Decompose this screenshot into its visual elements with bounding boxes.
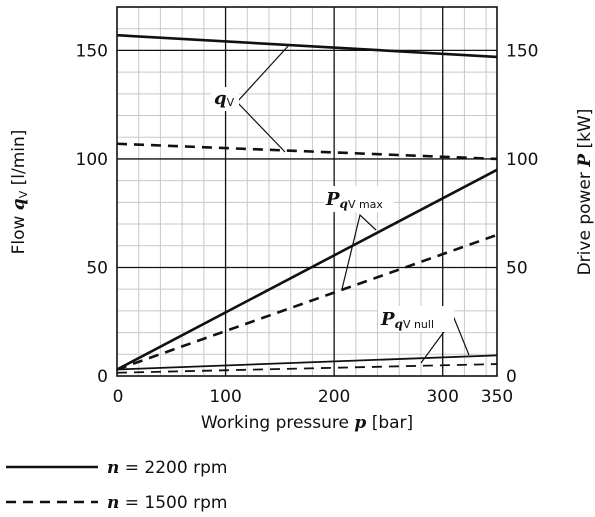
grid-minor bbox=[117, 7, 497, 376]
series-line-2 bbox=[116, 168, 498, 371]
annotation-pmax-bg bbox=[324, 186, 394, 212]
x-tick-label: 200 bbox=[318, 387, 350, 407]
x-tick-label: 100 bbox=[209, 387, 241, 407]
y-axis-left-label-text: Flow bbox=[9, 216, 29, 255]
y-left-tick-label: 50 bbox=[86, 258, 108, 278]
y-axis-left-label-unit: [l/min] bbox=[9, 130, 29, 186]
legend-label-2200: n = 2200 rpm bbox=[107, 458, 227, 478]
callout-qv-leader bbox=[236, 43, 291, 153]
x-tick-label: 300 bbox=[426, 387, 458, 407]
annotation-qv-sub: V bbox=[227, 96, 235, 109]
y-right-tick-label: 0 bbox=[506, 367, 517, 387]
series-group bbox=[116, 33, 498, 374]
annotation-pmax: PqV max bbox=[325, 189, 383, 211]
legend-text-1500: = 1500 rpm bbox=[125, 493, 228, 513]
series-line-4 bbox=[116, 354, 498, 371]
y-left-tick-label: 0 bbox=[97, 367, 108, 387]
annotation-qv: qV bbox=[214, 88, 235, 109]
y-right-tick-label: 150 bbox=[506, 41, 538, 61]
annotation-pnull-sub2: V null bbox=[403, 318, 434, 331]
series-line-5 bbox=[116, 363, 498, 374]
x-axis-label-sym: p bbox=[354, 413, 366, 433]
legend: n = 2200 rpm n = 1500 rpm bbox=[6, 458, 227, 513]
annotation-pmax-sub1: q bbox=[340, 197, 348, 211]
annotation-pnull-bg bbox=[378, 306, 454, 332]
callout-pmax-leader bbox=[341, 213, 377, 290]
y-axis-right-label: Drive power P [kW] bbox=[575, 109, 595, 276]
series-line-0 bbox=[116, 33, 498, 59]
y-axis-left-label-sub: V bbox=[17, 190, 30, 198]
annotation-qv-sym: q bbox=[214, 88, 227, 109]
y-axis-right-label-sym: P bbox=[575, 153, 595, 168]
x-axis-label-text: Working pressure bbox=[201, 413, 349, 433]
annotation-pnull: PqV null bbox=[380, 309, 434, 331]
annotation-pnull-sym: P bbox=[380, 309, 395, 330]
annotation-pnull-sub1: q bbox=[395, 317, 403, 331]
legend-label-1500: n = 1500 rpm bbox=[107, 493, 227, 513]
annotation-pmax-sym: P bbox=[325, 189, 340, 210]
series-line-1 bbox=[116, 142, 498, 161]
annotation-pmax-sub2: V max bbox=[348, 198, 383, 211]
y-axis-left-label-sym: q bbox=[9, 198, 29, 210]
y-left-tick-label: 100 bbox=[76, 150, 108, 170]
x-tick-label: 0 bbox=[113, 387, 124, 407]
y-axis-left-label: Flow qV [l/min] bbox=[9, 130, 32, 255]
legend-sym-2200: n bbox=[107, 458, 119, 478]
annotation-qv-bg bbox=[211, 87, 239, 111]
legend-sym-1500: n bbox=[107, 493, 119, 513]
y-axis-right-label-text: Drive power bbox=[575, 172, 595, 275]
y-axis-right-label-unit: [kW] bbox=[575, 109, 595, 149]
y-right-tick-label: 100 bbox=[506, 150, 538, 170]
y-left-tick-label: 150 bbox=[76, 41, 108, 61]
x-tick-label: 350 bbox=[481, 387, 513, 407]
plot-frame bbox=[116, 6, 498, 377]
legend-text-2200: = 2200 rpm bbox=[125, 458, 228, 478]
x-axis-label: Working pressure p [bar] bbox=[201, 413, 413, 433]
x-axis-label-unit: [bar] bbox=[372, 413, 413, 433]
y-right-tick-label: 50 bbox=[506, 258, 528, 278]
series-line-3 bbox=[116, 233, 498, 371]
